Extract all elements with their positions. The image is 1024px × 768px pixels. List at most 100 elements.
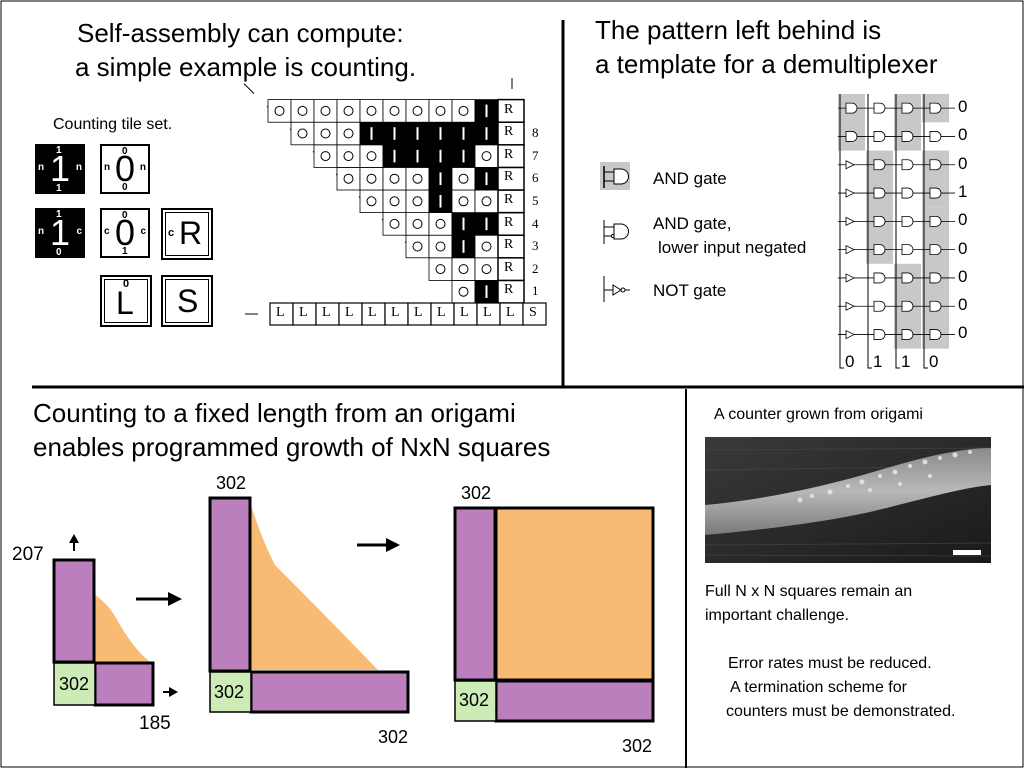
demux-output-label: 0 [958,97,968,116]
growth-3-height-label: 302 [461,483,492,503]
growth-2-height-label: 302 [216,473,247,493]
demux-not-gate [845,301,855,311]
staircase-bottom-tile-label: L [483,305,492,320]
staircase-bottom-tile-label: L [276,305,285,320]
staircase-row-number: 5 [532,193,539,208]
challenge-note-line1: Full N x N squares remain an [705,583,913,600]
staircase-zero-glyph [366,173,377,184]
staircase-zero-glyph [412,241,423,252]
growth-3-filled-square [494,506,655,682]
staircase-row-number: 8 [532,125,539,141]
demux-output-label: 0 [958,125,968,145]
growth-title: Counting to a fixed length from an origa… [33,396,550,464]
tile-one-n: 1 n 1 n 1 [35,144,85,194]
demux-and-gate [873,131,886,142]
staircase-bottom-tile-label: L [414,305,423,320]
staircase-zero-glyph [458,173,469,184]
staircase-r-label: R [504,169,514,185]
tile-label-right: n [139,162,146,173]
staircase-r-label: R [504,259,514,275]
growth-1-counter-region [95,595,150,662]
staircase-zero-glyph [320,128,331,139]
demux-title-line1: The pattern left behind is [595,15,882,45]
tile-label-bottom: 1 [122,246,128,257]
growth-2-counter-region [251,505,378,670]
counting-title-line2: a simple example is counting. [75,52,417,82]
staircase-zero-glyph [343,128,354,139]
tile-value: L [116,285,134,321]
staircase-bottom-tile-label: L [506,305,515,320]
demux-and-gate [873,187,886,199]
demux-output-label: 0 [958,266,968,286]
afm-scale-bar [953,550,981,555]
tile-label-bottom: 0 [56,247,62,258]
staircase-row-number: 2 [532,260,539,276]
demux-and-gate [901,244,914,256]
afm-bright-spots [797,450,972,503]
demux-and-gate [929,159,942,171]
future-work-note: Error rates must be reduced. A terminati… [726,652,955,724]
tile-value: R [179,215,203,251]
demux-input-bracket [867,362,872,369]
counting-title-line1: Self-assembly can compute: [77,18,404,48]
tile-label-top: 1 [56,145,62,156]
demux-not-gate [845,329,855,340]
demux-and-gate [873,244,886,256]
growth-3-width-label: 302 [622,736,653,756]
transition-arrow-2 [357,538,400,552]
staircase-zero-glyph [458,264,469,275]
tile-zero-c: 0 c 0 c 1 [100,208,150,258]
staircase-s-tile [522,302,547,326]
demux-not-gate [845,188,855,198]
future-work-line1: Error rates must be reduced. [728,655,932,672]
demux-input-label: 1 [873,352,883,371]
staircase-zero-glyph [481,151,492,162]
demux-input-bracket [839,362,844,369]
tile-value: 0 [114,212,136,253]
tile-label-top: 0 [122,146,128,157]
staircase-zero-glyph [481,264,492,275]
staircase-zero-glyph [458,105,469,116]
demux-input-label: 0 [929,352,939,371]
growth-title-line1: Counting to a fixed length from an origa… [33,398,516,428]
tile-label-top: 0 [123,278,130,290]
staircase-bottom-tile-label: L [391,305,400,320]
growth-3-vertical-arm [453,506,497,682]
growth-diagram-1 [52,534,178,707]
tile-value: 0 [114,148,136,189]
tile-label-right: n [75,162,82,173]
tile-label-left: n [38,226,45,237]
demux-and-gate [873,272,886,284]
demux-input-bracket [895,362,900,369]
challenge-note-line2: important challenge. [705,607,850,624]
tile-label-bottom: 0 [122,182,128,193]
staircase-zero-glyph [366,196,377,207]
tile-value: 1 [49,212,71,253]
staircase-bottom-tile-label: L [299,305,308,320]
growth-2-origami-label: 302 [214,682,245,702]
staircase-zero-glyph [389,218,400,229]
growth-title-line2: enables programmed growth of NxN squares [33,432,551,462]
and-gate-negated-icon [603,220,629,244]
staircase-zero-glyph [435,105,446,116]
tile-l: 0 L [100,275,152,327]
afm-image-caption: A counter grown from origami [714,406,923,423]
demux-and-gate [929,102,942,114]
demux-title-line2: a template for a demultiplexer [595,49,938,79]
demux-and-gate [845,131,858,142]
demux-not-gate [845,160,855,170]
demux-and-gate [873,215,886,227]
staircase-zero-glyph [320,105,331,116]
demux-and-gate [929,272,942,284]
demux-and-gate [929,329,942,340]
counting-title: Self-assembly can compute: a simple exam… [75,16,417,84]
tile-label-top: 1 [56,209,62,220]
staircase-r-label: R [504,282,514,298]
staircase-row-number: 3 [532,238,539,254]
legend-and-gate-negated: AND gate, [653,214,732,233]
staircase-r-tile [497,98,525,123]
